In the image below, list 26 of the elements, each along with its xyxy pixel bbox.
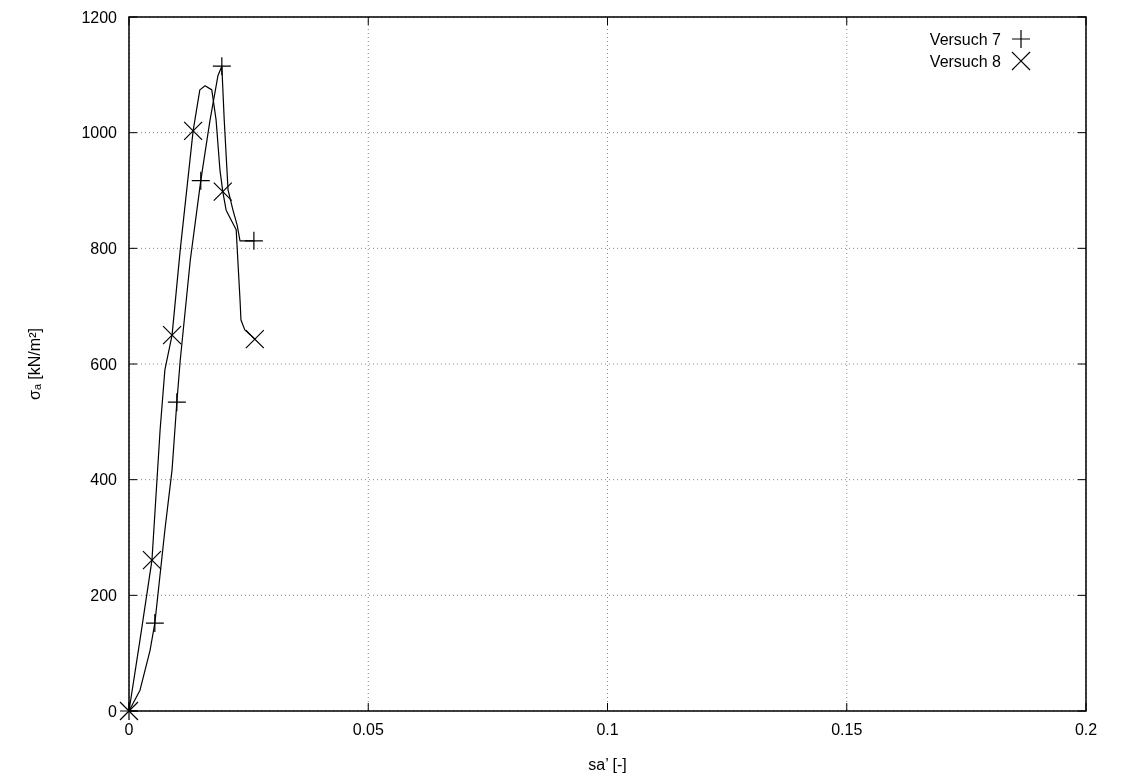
y-tick-label: 600 [90, 355, 118, 373]
x-tick-label: 0.05 [352, 721, 384, 738]
point [142, 550, 162, 570]
point [167, 392, 187, 412]
point [245, 329, 265, 349]
x-tick-label: 0.1 [596, 721, 619, 738]
point [191, 171, 211, 191]
y-tick-label: 0 [108, 702, 118, 720]
y-tick-label: 1200 [81, 8, 118, 26]
x-axis-title: sa’ [-] [588, 756, 627, 773]
point [183, 121, 203, 141]
y-tick-label: 400 [90, 471, 118, 489]
y-axis-title: σₐ [kN/m²] [26, 328, 43, 400]
point [213, 182, 233, 202]
point [145, 613, 165, 633]
y-tick-label: 800 [90, 239, 118, 257]
point [244, 231, 264, 251]
x-tick-label: 0.15 [831, 721, 863, 738]
point [212, 56, 232, 76]
legend-label: Versuch 7 [929, 30, 1002, 48]
y-tick-label: 200 [90, 586, 118, 604]
y-tick-label: 1000 [81, 124, 118, 142]
point [162, 325, 182, 345]
x-tick-label: 0.2 [1074, 721, 1098, 738]
x-tick-label: 0 [124, 721, 134, 738]
legend-label: Versuch 8 [929, 52, 1002, 70]
